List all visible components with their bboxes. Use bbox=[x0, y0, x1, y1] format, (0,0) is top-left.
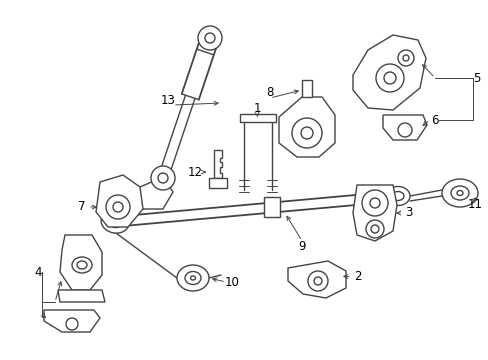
Circle shape bbox=[301, 127, 312, 139]
Polygon shape bbox=[214, 150, 222, 178]
Text: 7: 7 bbox=[78, 201, 85, 213]
Circle shape bbox=[151, 166, 175, 190]
Polygon shape bbox=[382, 115, 426, 140]
Text: 13: 13 bbox=[160, 94, 175, 107]
Circle shape bbox=[365, 220, 383, 238]
Circle shape bbox=[369, 198, 379, 208]
Text: 8: 8 bbox=[266, 86, 273, 99]
Circle shape bbox=[307, 271, 327, 291]
Ellipse shape bbox=[456, 190, 462, 195]
Ellipse shape bbox=[391, 192, 403, 201]
Polygon shape bbox=[96, 175, 142, 227]
Circle shape bbox=[291, 118, 321, 148]
Polygon shape bbox=[60, 235, 102, 290]
Polygon shape bbox=[58, 290, 105, 302]
Text: 3: 3 bbox=[405, 207, 412, 220]
Ellipse shape bbox=[264, 202, 279, 212]
Circle shape bbox=[402, 55, 408, 61]
Ellipse shape bbox=[184, 271, 201, 284]
Circle shape bbox=[113, 202, 123, 212]
Circle shape bbox=[158, 173, 168, 183]
Circle shape bbox=[361, 190, 387, 216]
Text: 2: 2 bbox=[353, 270, 361, 284]
Polygon shape bbox=[352, 185, 396, 241]
Ellipse shape bbox=[177, 265, 208, 291]
Text: 9: 9 bbox=[298, 239, 305, 252]
Ellipse shape bbox=[77, 261, 87, 269]
Circle shape bbox=[66, 318, 78, 330]
Polygon shape bbox=[44, 310, 100, 332]
Ellipse shape bbox=[72, 257, 92, 273]
Text: 5: 5 bbox=[472, 72, 480, 85]
Ellipse shape bbox=[441, 179, 477, 207]
Polygon shape bbox=[264, 197, 280, 217]
Polygon shape bbox=[352, 35, 425, 110]
Circle shape bbox=[106, 195, 130, 219]
Circle shape bbox=[397, 123, 411, 137]
Circle shape bbox=[198, 26, 222, 50]
Text: 11: 11 bbox=[467, 198, 482, 211]
Polygon shape bbox=[240, 114, 275, 122]
Polygon shape bbox=[287, 261, 346, 298]
Circle shape bbox=[370, 225, 378, 233]
Text: 10: 10 bbox=[224, 275, 239, 288]
Circle shape bbox=[313, 277, 321, 285]
Ellipse shape bbox=[108, 216, 122, 228]
Ellipse shape bbox=[101, 211, 129, 233]
Ellipse shape bbox=[450, 186, 468, 200]
Ellipse shape bbox=[190, 276, 195, 280]
Ellipse shape bbox=[385, 186, 409, 206]
Text: 4: 4 bbox=[34, 266, 41, 279]
Circle shape bbox=[375, 64, 403, 92]
Circle shape bbox=[397, 50, 413, 66]
Polygon shape bbox=[279, 97, 334, 157]
Text: 12: 12 bbox=[187, 166, 202, 179]
Text: 1: 1 bbox=[253, 102, 260, 114]
Polygon shape bbox=[208, 178, 226, 188]
Circle shape bbox=[383, 72, 395, 84]
Text: 6: 6 bbox=[430, 113, 438, 126]
Circle shape bbox=[204, 33, 215, 43]
Polygon shape bbox=[302, 80, 311, 97]
